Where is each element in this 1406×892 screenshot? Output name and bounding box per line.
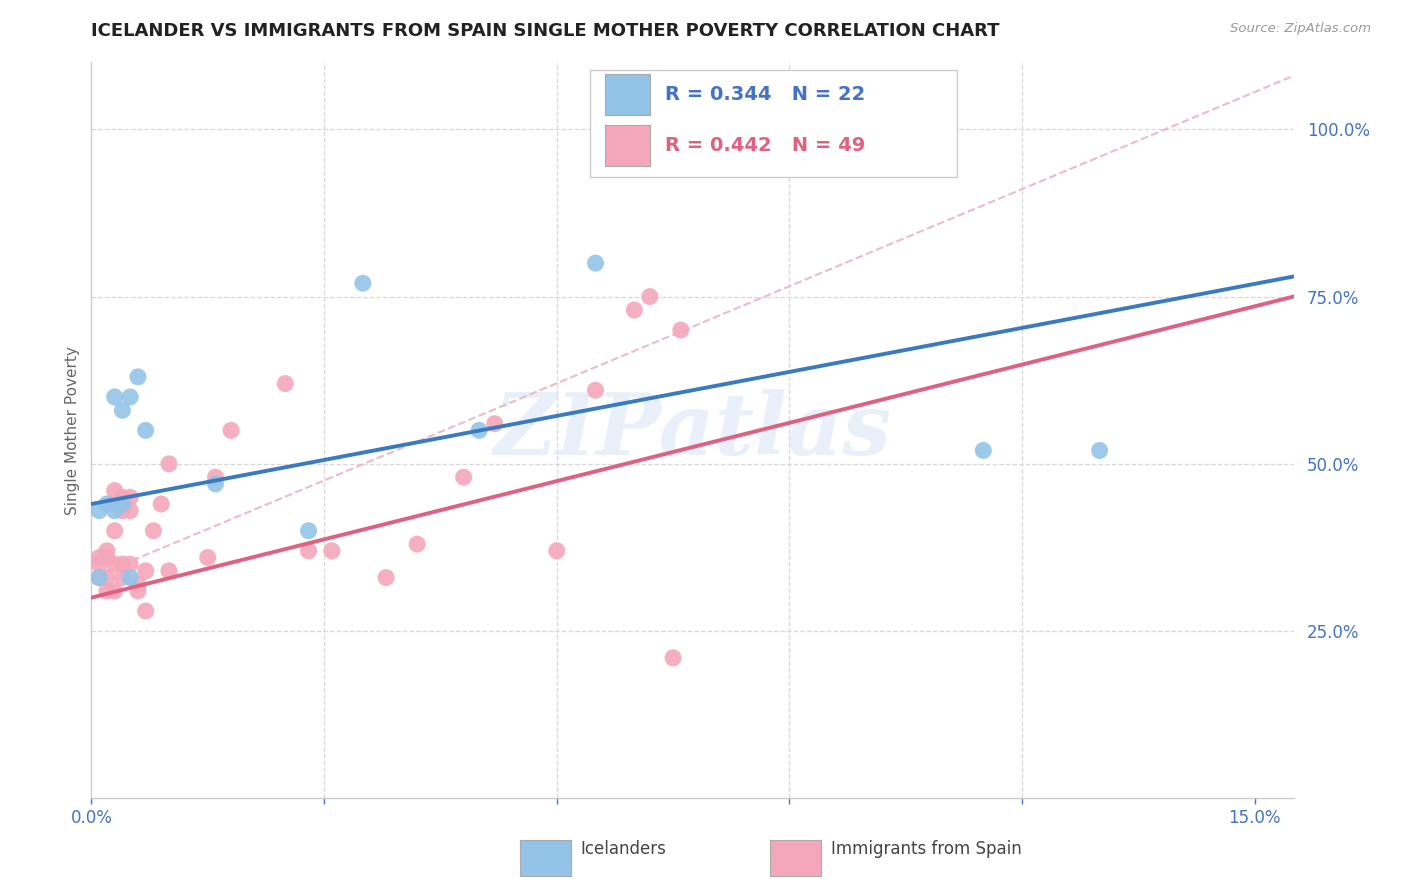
Point	[1088, 443, 1111, 458]
Point	[111, 403, 134, 417]
Text: R = 0.344   N = 22: R = 0.344 N = 22	[665, 85, 865, 103]
Point	[96, 543, 118, 558]
Point	[638, 289, 661, 303]
FancyBboxPatch shape	[591, 70, 957, 177]
Point	[89, 557, 111, 572]
Point	[135, 604, 157, 618]
Point	[120, 571, 142, 585]
Point	[468, 424, 491, 438]
Text: ICELANDER VS IMMIGRANTS FROM SPAIN SINGLE MOTHER POVERTY CORRELATION CHART: ICELANDER VS IMMIGRANTS FROM SPAIN SINGL…	[91, 22, 1000, 40]
Point	[111, 497, 134, 511]
Point	[157, 564, 180, 578]
Point	[972, 443, 994, 458]
Point	[111, 571, 134, 585]
Point	[104, 497, 127, 511]
Y-axis label: Single Mother Poverty: Single Mother Poverty	[65, 346, 80, 515]
Point	[104, 483, 127, 498]
FancyBboxPatch shape	[605, 126, 651, 166]
Point	[104, 503, 127, 517]
Point	[297, 543, 319, 558]
Point	[135, 564, 157, 578]
Text: R = 0.442   N = 49: R = 0.442 N = 49	[665, 136, 865, 155]
Text: Source: ZipAtlas.com: Source: ZipAtlas.com	[1230, 22, 1371, 36]
Point	[111, 503, 134, 517]
Point	[546, 543, 568, 558]
Point	[89, 571, 111, 585]
Point	[669, 323, 692, 337]
Point	[662, 651, 685, 665]
Point	[89, 571, 111, 585]
Point	[274, 376, 297, 391]
Point	[135, 424, 157, 438]
Point	[623, 303, 645, 318]
Text: Icelanders: Icelanders	[581, 840, 666, 858]
Point	[104, 557, 127, 572]
Point	[120, 503, 142, 517]
Point	[104, 584, 127, 599]
Text: Immigrants from Spain: Immigrants from Spain	[831, 840, 1022, 858]
Point	[127, 369, 149, 384]
Point	[204, 476, 226, 491]
Point	[724, 122, 747, 136]
Point	[585, 256, 607, 270]
Point	[89, 503, 111, 517]
Point	[111, 557, 134, 572]
Point	[89, 571, 111, 585]
Point	[219, 424, 242, 438]
Point	[104, 524, 127, 538]
Point	[127, 577, 149, 591]
Point	[104, 390, 127, 404]
Point	[585, 384, 607, 398]
Point	[352, 277, 374, 291]
Point	[120, 390, 142, 404]
Point	[204, 470, 226, 484]
Point	[157, 457, 180, 471]
Point	[297, 524, 319, 538]
Point	[150, 497, 173, 511]
Point	[120, 490, 142, 504]
Text: ZIPatlas: ZIPatlas	[494, 389, 891, 472]
Point	[817, 122, 839, 136]
Point	[321, 543, 343, 558]
Point	[142, 524, 165, 538]
Point	[120, 557, 142, 572]
Point	[111, 490, 134, 504]
Point	[89, 550, 111, 565]
Point	[375, 571, 398, 585]
Point	[453, 470, 475, 484]
Point	[96, 550, 118, 565]
Point	[96, 584, 118, 599]
Point	[127, 584, 149, 599]
Point	[96, 571, 118, 585]
Point	[197, 550, 219, 565]
Point	[96, 497, 118, 511]
Point	[484, 417, 506, 431]
Point	[406, 537, 429, 551]
FancyBboxPatch shape	[605, 74, 651, 114]
